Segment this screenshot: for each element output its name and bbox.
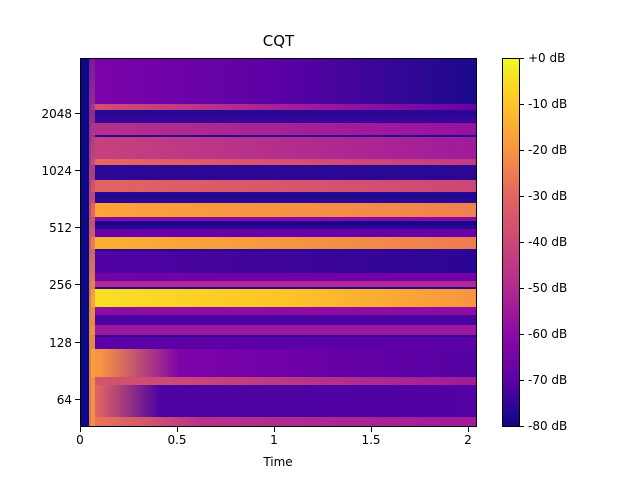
band [81,281,476,287]
chart-title: CQT [262,32,295,50]
band [81,123,476,135]
band [81,180,476,192]
band [81,104,476,110]
band [81,349,476,379]
band [81,289,476,307]
band [81,59,476,109]
band [81,117,476,122]
x-tick-label: 0 [76,433,84,447]
band [81,417,476,426]
band [81,315,476,325]
band [81,159,476,165]
y-tick [75,284,80,285]
band [81,217,476,223]
colorbar-label: -60 dB [528,327,568,341]
x-tick-label: 2 [464,433,472,447]
x-tick [177,427,178,432]
y-tick [75,227,80,228]
y-tick [75,170,80,171]
colorbar-label: -30 dB [528,189,568,203]
y-tick-label: 256 [49,278,72,292]
colorbar-label: -10 dB [528,97,568,111]
x-tick-label: 1.5 [361,433,381,447]
x-tick-label: 1 [270,433,278,447]
colorbar-tick [520,426,524,427]
colorbar-tick [520,104,524,105]
band [81,307,476,315]
colorbar-label: -40 dB [528,235,568,249]
y-tick-label: 128 [49,336,72,350]
colorbar-tick [520,150,524,151]
colorbar-tick [520,380,524,381]
y-tick-label: 1024 [41,164,72,178]
y-tick-label: 512 [49,221,72,235]
band [81,203,476,217]
colorbar-tick [520,334,524,335]
band [81,137,476,159]
x-tick [371,427,372,432]
band [81,175,476,179]
colorbar-label: -50 dB [528,281,568,295]
band [81,377,476,385]
y-tick-label: 2048 [41,107,72,121]
band [81,194,476,198]
onset-attack [89,59,95,426]
colorbar-label: +0 dB [528,51,566,65]
colorbar-tick [520,58,524,59]
band [81,385,476,420]
onset-silence [81,59,91,426]
y-tick [75,113,80,114]
x-tick [468,427,469,432]
x-tick-label: 0.5 [167,433,187,447]
band [81,251,476,273]
colorbar-label: -70 dB [528,373,568,387]
band [81,237,476,249]
colorbar-tick [520,242,524,243]
colorbar-label: -20 dB [528,143,568,157]
band [81,273,476,281]
y-tick [75,342,80,343]
colorbar [502,58,520,427]
y-tick [75,399,80,400]
x-axis-title: Time [263,455,293,469]
band [81,229,476,237]
colorbar-tick [520,288,524,289]
x-tick [80,427,81,432]
x-tick [274,427,275,432]
band [81,325,476,335]
y-tick-label: 64 [56,393,72,407]
colorbar-label: -80 dB [528,419,568,433]
band [81,337,476,349]
colorbar-tick [520,196,524,197]
spectrogram-plot [80,58,477,427]
band [81,221,476,225]
